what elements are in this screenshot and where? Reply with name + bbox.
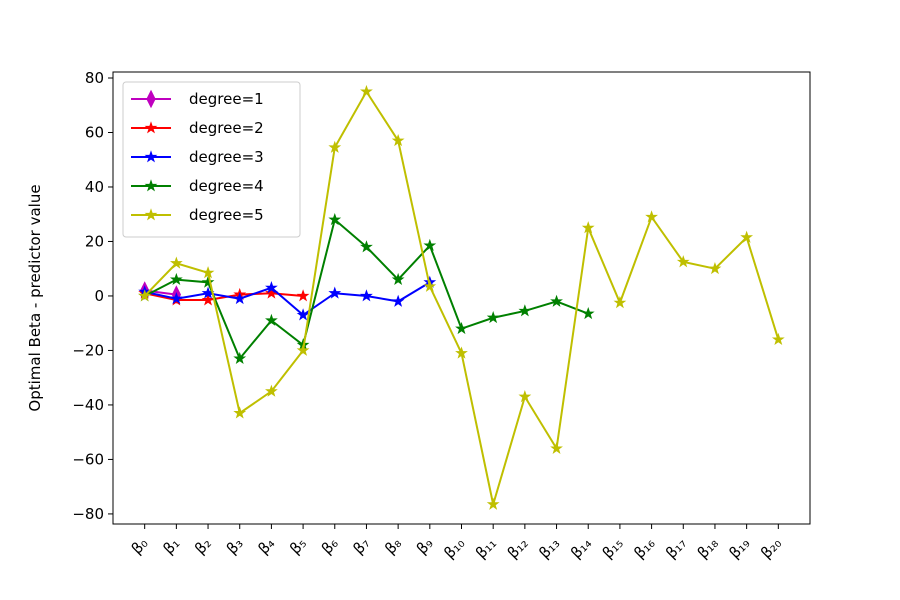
x-tick-label: β₁₇ (662, 534, 690, 562)
x-tick-label: β₁₅ (599, 534, 627, 562)
x-tick-label: β₁₃ (535, 534, 563, 562)
y-tick-label: 20 (85, 232, 104, 250)
plot-frame (112, 71, 811, 525)
marker (676, 255, 690, 268)
x-tick-label: β₃ (223, 534, 247, 558)
legend-label: degree=5 (189, 206, 264, 224)
marker (144, 150, 158, 163)
marker (740, 230, 754, 243)
marker (265, 384, 278, 397)
marker (645, 210, 658, 223)
y-tick-label: 40 (85, 178, 104, 196)
marker (391, 294, 405, 307)
legend-label: degree=3 (189, 148, 264, 166)
x-tick-label: β₉ (413, 534, 437, 558)
marker (391, 272, 405, 286)
y-tick-label: 80 (85, 69, 104, 87)
x-tick-label: β₁₆ (630, 534, 658, 562)
marker (708, 261, 722, 275)
x-tick-label: β₆ (318, 534, 342, 558)
y-axis-label: Optimal Beta - predictor value (26, 184, 44, 411)
marker (144, 208, 158, 221)
marker (296, 289, 310, 302)
marker (550, 294, 563, 307)
x-tick-label: β₁ (159, 534, 183, 558)
x-tick-label: β₄ (254, 534, 278, 558)
legend-label: degree=2 (189, 119, 264, 137)
marker (771, 332, 785, 345)
x-tick-label: β₇ (350, 534, 374, 558)
marker (328, 286, 342, 299)
marker (144, 179, 158, 192)
marker (146, 89, 156, 109)
series-line (144, 281, 431, 317)
legend-label: degree=1 (189, 90, 264, 108)
x-tick-label: β₂ (191, 534, 215, 558)
marker (360, 84, 373, 98)
marker (201, 275, 215, 288)
marker (144, 121, 158, 134)
marker (169, 272, 183, 286)
marker (328, 140, 342, 153)
marker (581, 306, 595, 320)
marker (296, 343, 310, 356)
marker (328, 212, 342, 226)
marker (169, 291, 183, 305)
marker (391, 133, 405, 147)
marker (486, 311, 500, 324)
x-tick-label: β₁₉ (725, 534, 753, 562)
marker (550, 441, 563, 454)
series-line (144, 292, 304, 302)
y-tick-label: −20 (72, 341, 104, 359)
x-tick-label: β₅ (286, 534, 310, 558)
marker (613, 296, 627, 309)
x-tick-label: β₁₀ (440, 534, 468, 562)
marker (518, 304, 532, 317)
marker (360, 240, 373, 253)
y-tick-label: −80 (72, 505, 104, 523)
marker (233, 291, 247, 305)
marker (138, 289, 152, 302)
y-tick-label: 60 (85, 123, 104, 141)
x-tick-label: β₁₄ (567, 534, 595, 562)
marker (423, 238, 437, 251)
marker (455, 321, 468, 335)
x-tick-label: β₈ (381, 534, 405, 558)
marker (233, 351, 247, 365)
legend-box (122, 81, 301, 238)
marker (265, 281, 278, 294)
y-tick-label: −60 (72, 450, 104, 468)
marker (296, 308, 310, 321)
x-tick-label: β₁₁ (472, 534, 500, 562)
marker (423, 279, 437, 292)
marker (233, 406, 247, 419)
x-tick-label: β₁₈ (694, 534, 722, 562)
marker (455, 346, 468, 359)
x-tick-label: β₂₀ (757, 534, 785, 562)
marker (265, 313, 278, 326)
marker (581, 221, 595, 234)
x-tick-label: β₀ (128, 534, 152, 558)
legend-label: degree=4 (189, 177, 264, 195)
marker (169, 256, 183, 269)
x-tick-label: β₁₂ (504, 534, 532, 562)
marker (360, 289, 373, 302)
marker (201, 266, 215, 279)
marker (518, 390, 532, 403)
marker (201, 293, 215, 306)
marker (486, 497, 500, 510)
y-tick-label: 0 (94, 287, 104, 305)
y-tick-label: −40 (72, 396, 104, 414)
